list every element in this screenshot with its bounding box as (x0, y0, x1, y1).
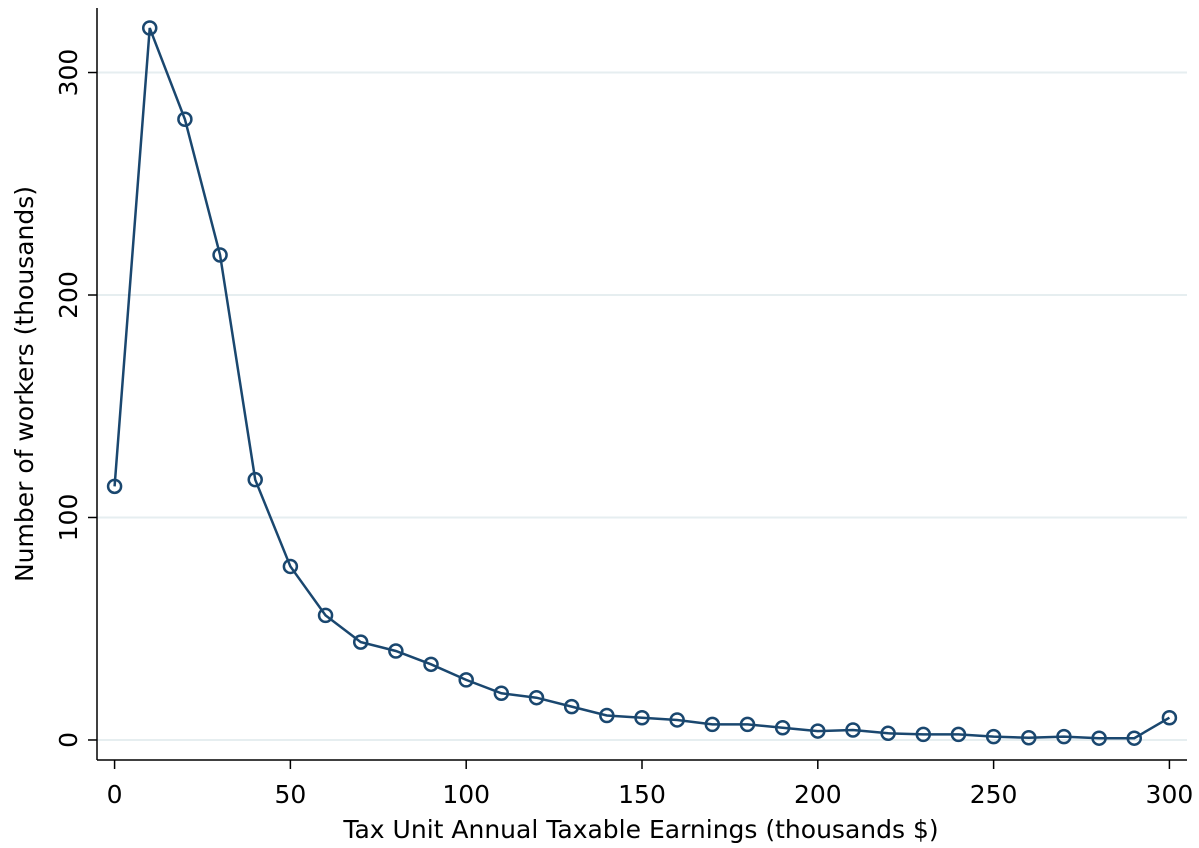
marker (1126, 730, 1143, 746)
y-tick-label: 0 (54, 732, 83, 748)
y-axis-label: Number of workers (thousands) (10, 186, 39, 582)
marker (1056, 728, 1072, 745)
marker (458, 672, 474, 688)
x-tick-label: 150 (618, 780, 666, 809)
marker (352, 634, 369, 650)
series-line (113, 27, 1171, 740)
marker (774, 719, 791, 736)
marker (423, 656, 439, 673)
x-tick-label: 200 (794, 780, 842, 809)
marker (880, 725, 896, 742)
marker (985, 728, 1002, 745)
marker (915, 726, 932, 743)
marker (739, 716, 756, 733)
marker (634, 709, 650, 726)
x-tick-label: 0 (107, 780, 123, 809)
x-axis-label: Tax Unit Annual Taxable Earnings (thousa… (342, 815, 938, 844)
x-tick-label: 300 (1146, 780, 1194, 809)
marker (177, 111, 193, 127)
y-tick-label: 100 (54, 494, 83, 542)
marker (1161, 709, 1178, 726)
marker (106, 478, 123, 495)
marker (141, 20, 158, 36)
marker (528, 689, 545, 706)
marker (810, 723, 826, 739)
marker (493, 685, 510, 702)
marker (212, 247, 228, 263)
marker (317, 607, 334, 624)
y-tick-label: 300 (54, 49, 83, 97)
marker (388, 643, 404, 659)
y-tick-label: 200 (54, 271, 83, 319)
marker (1091, 730, 1107, 746)
marker (704, 716, 721, 733)
marker (247, 471, 263, 488)
marker (669, 712, 685, 728)
marker (282, 558, 299, 575)
marker (599, 707, 615, 724)
marker (950, 726, 967, 743)
marker (845, 722, 861, 738)
x-tick-label: 250 (970, 780, 1018, 809)
x-tick-label: 50 (274, 780, 306, 809)
x-tick-label: 100 (442, 780, 490, 809)
marker (1021, 730, 1037, 746)
marker (563, 698, 580, 715)
